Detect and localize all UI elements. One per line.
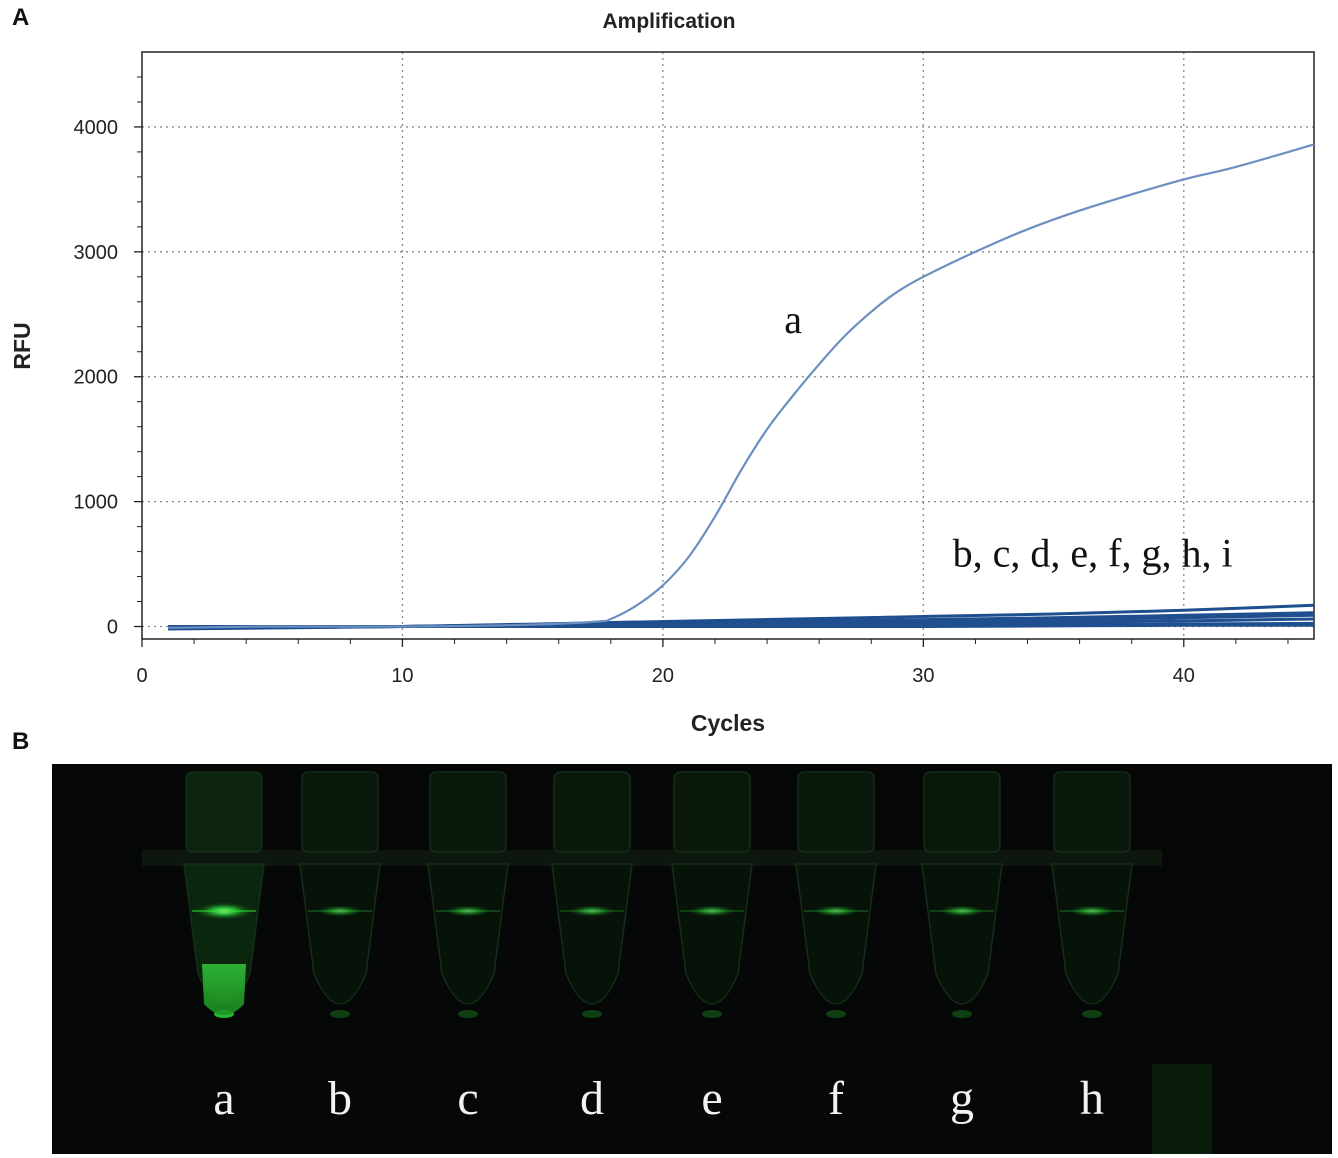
tube-body <box>1051 863 1133 1005</box>
tube: a <box>183 771 265 1125</box>
tube-layer: a b c d e f g h <box>183 771 1133 1125</box>
meniscus-glow <box>938 905 986 917</box>
y-tick-label: 2000 <box>74 367 119 389</box>
y-tick-label: 4000 <box>74 117 119 139</box>
plot-frame <box>141 51 1315 640</box>
grid-layer <box>142 52 1314 639</box>
tube: f <box>795 771 877 1125</box>
annotation-label: a <box>784 297 802 342</box>
x-tick-label: 20 <box>652 665 674 687</box>
tip-glow <box>952 1010 972 1018</box>
tube-cap <box>429 771 507 853</box>
tube-cap <box>553 771 631 853</box>
x-axis-label: Cycles <box>691 710 765 736</box>
tube-cap <box>673 771 751 853</box>
tube-rack-strip <box>142 850 1162 866</box>
tube-label: d <box>580 1072 604 1125</box>
meniscus-glow <box>444 905 492 917</box>
meniscus-glow <box>1068 905 1116 917</box>
chart-title: Amplification <box>602 10 735 33</box>
x-tick-label: 0 <box>136 665 147 687</box>
meniscus-glow <box>688 905 736 917</box>
tube-label: c <box>457 1072 478 1125</box>
tube-fluorescence-photo: a b c d e f g h <box>52 764 1332 1154</box>
y-tick-label: 3000 <box>74 242 119 264</box>
series-line-a <box>167 143 1315 629</box>
tube-body <box>795 863 877 1005</box>
tube-body <box>427 863 509 1005</box>
tip-glow <box>826 1010 846 1018</box>
fluorescent-liquid <box>202 964 246 1015</box>
y-axis-label: RFU <box>9 322 35 369</box>
tube-label: h <box>1080 1072 1104 1125</box>
series-layer <box>167 143 1315 631</box>
tube-cap <box>923 771 1001 853</box>
annotation-label: b, c, d, e, f, g, h, i <box>953 531 1233 576</box>
tube-label: a <box>213 1072 234 1125</box>
tube-body <box>299 863 381 1005</box>
tube-photo-svg: a b c d e f g h <box>52 764 1332 1154</box>
tube: g <box>921 771 1003 1125</box>
y-tick-label: 0 <box>107 617 118 639</box>
tube-label: b <box>328 1072 352 1125</box>
tube: h <box>1051 771 1133 1125</box>
x-tick-label: 40 <box>1173 665 1195 687</box>
tube: d <box>551 771 633 1125</box>
tip-glow <box>702 1010 722 1018</box>
x-tick-label: 30 <box>912 665 934 687</box>
tip-glow <box>330 1010 350 1018</box>
tick-layer: 0 10 20 30 40 0 1000 2000 3000 4000 <box>74 76 1289 687</box>
tube-cap <box>1053 771 1131 853</box>
meniscus-glow <box>812 905 860 917</box>
faint-right-glow <box>1152 1064 1212 1154</box>
tip-glow <box>582 1010 602 1018</box>
tube-cap <box>301 771 379 853</box>
tube-body <box>921 863 1003 1005</box>
tube-label: f <box>828 1072 844 1125</box>
tube-body <box>551 863 633 1005</box>
tip-glow <box>1082 1010 1102 1018</box>
tube: e <box>671 771 753 1125</box>
x-tick-label: 10 <box>391 665 413 687</box>
y-tick-label: 1000 <box>74 492 119 514</box>
panel-a-label: A <box>12 4 30 31</box>
tip-glow <box>458 1010 478 1018</box>
tube-cap <box>797 771 875 853</box>
tube-label: g <box>950 1072 974 1125</box>
amplification-chart: Amplification 0 10 20 30 40 0 1000 2000 3000 4000… <box>9 10 1315 736</box>
tube-body <box>671 863 753 1005</box>
meniscus-glow <box>316 905 364 917</box>
tube-label: e <box>701 1072 722 1125</box>
annotation-layer: a b, c, d, e, f, g, h, i <box>784 297 1232 576</box>
tube-cap <box>185 771 263 853</box>
panel-b-label: B <box>12 728 30 755</box>
tube: b <box>299 771 381 1125</box>
tube: c <box>427 771 509 1125</box>
meniscus-glow <box>568 905 616 917</box>
